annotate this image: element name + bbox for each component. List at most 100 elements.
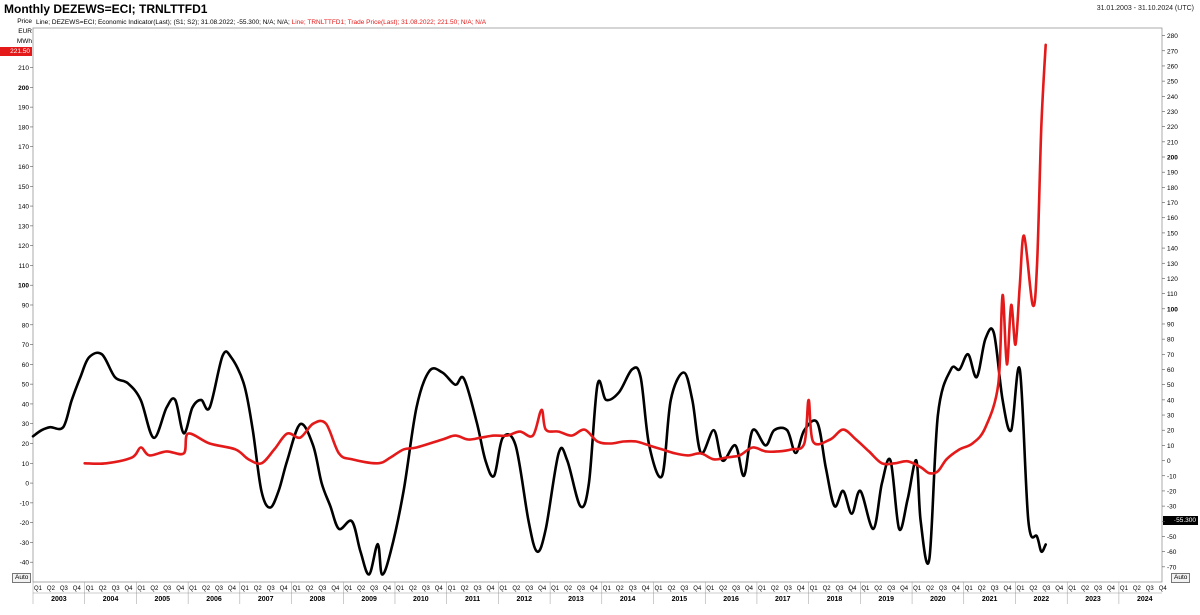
quarter-label: Q4 xyxy=(383,586,392,592)
left-tick-label: 40 xyxy=(22,401,30,408)
right-tick-label: -70 xyxy=(1167,564,1177,571)
quarter-label: Q1 xyxy=(655,586,664,592)
year-label: 2024 xyxy=(1137,596,1153,603)
quarter-label: Q2 xyxy=(512,586,521,592)
quarter-label: Q2 xyxy=(99,586,108,592)
quarter-label: Q3 xyxy=(422,586,431,592)
left-tick-label: 140 xyxy=(18,204,29,211)
right-tick-label: 260 xyxy=(1167,63,1178,70)
right-tick-label: 60 xyxy=(1167,367,1175,374)
legend: Line; DEZEWS=ECI; Economic Indicator(Las… xyxy=(36,19,486,26)
quarter-label: Q2 xyxy=(978,586,987,592)
left-tick-label: 200 xyxy=(18,85,29,92)
quarter-label: Q3 xyxy=(732,586,741,592)
quarter-label: Q1 xyxy=(706,586,715,592)
quarter-label: Q4 xyxy=(331,586,340,592)
right-tick-label: 230 xyxy=(1167,109,1178,116)
quarter-label: Q3 xyxy=(112,586,121,592)
quarter-label: Q2 xyxy=(616,586,625,592)
left-tick-label: 130 xyxy=(18,223,29,230)
right-axis-auto-button[interactable]: Auto xyxy=(1171,573,1191,583)
quarter-label: Q2 xyxy=(1029,586,1038,592)
right-tick-label: 20 xyxy=(1167,428,1175,435)
quarter-label: Q2 xyxy=(823,586,832,592)
right-tick-label: 120 xyxy=(1167,276,1178,283)
right-tick-label: 80 xyxy=(1167,337,1175,344)
quarter-label: Q1 xyxy=(810,586,819,592)
quarter-label: Q3 xyxy=(215,586,224,592)
quarter-label: Q1 xyxy=(1068,586,1077,592)
quarter-label: Q1 xyxy=(137,586,146,592)
left-tick-label: 80 xyxy=(22,322,30,329)
quarter-label: Q2 xyxy=(357,586,366,592)
right-tick-label: 250 xyxy=(1167,79,1178,86)
quarter-label: Q2 xyxy=(667,586,676,592)
right-tick-label: 190 xyxy=(1167,170,1178,177)
quarter-label: Q2 xyxy=(254,586,263,592)
quarter-label: Q1 xyxy=(965,586,974,592)
left-axis-auto-button[interactable]: Auto xyxy=(12,573,32,583)
right-tick-label: 200 xyxy=(1167,155,1178,162)
quarter-label: Q4 xyxy=(797,586,806,592)
left-axis-last-value-badge: 221.50 xyxy=(0,47,32,56)
quarter-label: Q1 xyxy=(293,586,302,592)
year-label: 2021 xyxy=(982,596,998,603)
quarter-label: Q3 xyxy=(474,586,483,592)
quarter-label: Q4 xyxy=(590,586,599,592)
right-tick-label: 220 xyxy=(1167,124,1178,131)
chart-title: Monthly DEZEWS=ECI; TRNLTTFD1 xyxy=(4,2,208,16)
year-label: 2004 xyxy=(103,596,119,603)
left-tick-label: 10 xyxy=(22,461,30,468)
trade-price-line xyxy=(83,43,1047,475)
right-tick-label: 130 xyxy=(1167,261,1178,268)
year-label: 2018 xyxy=(827,596,843,603)
right-tick-label: 30 xyxy=(1167,413,1175,420)
economic-indicator-line xyxy=(31,327,1047,576)
left-tick-label: 180 xyxy=(18,124,29,131)
quarter-label: Q4 xyxy=(73,586,82,592)
quarter-label: Q2 xyxy=(409,586,418,592)
quarter-label: Q1 xyxy=(758,586,767,592)
right-tick-label: -20 xyxy=(1167,488,1177,495)
series-layer xyxy=(31,43,1047,576)
quarter-label: Q1 xyxy=(448,586,457,592)
quarter-label: Q1 xyxy=(34,586,43,592)
legend-economic-indicator: Line; DEZEWS=ECI; Economic Indicator(Las… xyxy=(36,19,290,26)
right-tick-label: 70 xyxy=(1167,352,1175,359)
left-tick-label: 70 xyxy=(22,342,30,349)
quarter-label: Q3 xyxy=(525,586,534,592)
quarter-label: Q4 xyxy=(176,586,185,592)
year-label: 2009 xyxy=(361,596,377,603)
right-tick-label: 170 xyxy=(1167,200,1178,207)
left-tick-label: 60 xyxy=(22,362,30,369)
quarter-label: Q4 xyxy=(900,586,909,592)
left-tick-label: 210 xyxy=(18,65,29,72)
plot-area-border xyxy=(32,27,1163,583)
quarter-label: Q3 xyxy=(60,586,69,592)
quarter-label: Q4 xyxy=(952,586,961,592)
quarter-label: Q1 xyxy=(86,586,95,592)
left-tick-label: 110 xyxy=(19,263,30,270)
quarter-label: Q3 xyxy=(784,586,793,592)
left-tick-label: 120 xyxy=(18,243,29,250)
quarter-label: Q2 xyxy=(461,586,470,592)
left-tick-label: -10 xyxy=(20,500,30,507)
right-tick-label: -50 xyxy=(1167,534,1177,541)
quarter-label: Q3 xyxy=(370,586,379,592)
right-axis: -70-60-50-40-30-20-100102030405060708090… xyxy=(1162,33,1178,571)
year-label: 2016 xyxy=(723,596,739,603)
quarter-label: Q2 xyxy=(874,586,883,592)
quarter-label: Q1 xyxy=(603,586,612,592)
quarter-label: Q2 xyxy=(305,586,314,592)
quarter-label: Q2 xyxy=(564,586,573,592)
quarter-label: Q4 xyxy=(745,586,754,592)
quarter-label: Q1 xyxy=(344,586,353,592)
quarter-label: Q2 xyxy=(202,586,211,592)
right-tick-label: 0 xyxy=(1167,458,1171,465)
quarter-label: Q3 xyxy=(629,586,638,592)
left-tick-label: -30 xyxy=(20,540,30,547)
quarter-label: Q2 xyxy=(47,586,56,592)
year-label: 2005 xyxy=(154,596,170,603)
left-tick-label: 190 xyxy=(18,105,29,112)
